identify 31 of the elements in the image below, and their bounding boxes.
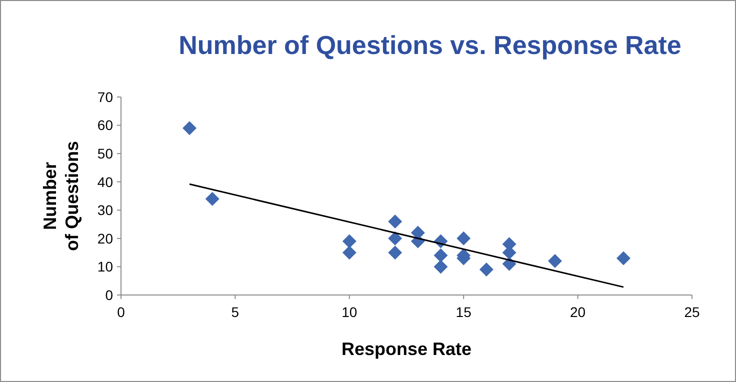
y-tick-label: 50 [97, 145, 114, 162]
y-tick-label: 70 [97, 88, 114, 105]
x-axis-title: Response Rate [341, 339, 472, 359]
point [548, 254, 562, 268]
point [479, 262, 494, 277]
y-tick-label: 40 [97, 174, 114, 190]
point [205, 192, 220, 206]
x-tick-label: 15 [456, 304, 472, 320]
point [388, 214, 402, 228]
point [434, 248, 448, 262]
x-tick-label: 5 [231, 304, 240, 320]
point [616, 251, 630, 266]
point [182, 121, 197, 136]
y-tick-label: 0 [105, 286, 114, 303]
y-tick-label: 10 [97, 258, 114, 275]
point [388, 246, 402, 260]
y-tick-label: 60 [97, 117, 114, 134]
point [456, 231, 471, 246]
x-tick-label: 0 [117, 304, 126, 320]
y-tick-label: 20 [97, 230, 114, 246]
point [502, 256, 516, 271]
x-tick-label: 20 [570, 304, 586, 320]
y-axis-title: Number of Questions [40, 140, 82, 252]
y-tick-label: 30 [97, 202, 114, 218]
point [342, 246, 356, 260]
x-tick-label: 10 [342, 304, 358, 320]
chart-title: Number of Questions vs. Response Rate [178, 30, 682, 60]
point [342, 234, 356, 248]
x-tick-label: 25 [684, 304, 700, 320]
point [388, 231, 402, 246]
point [434, 260, 448, 274]
